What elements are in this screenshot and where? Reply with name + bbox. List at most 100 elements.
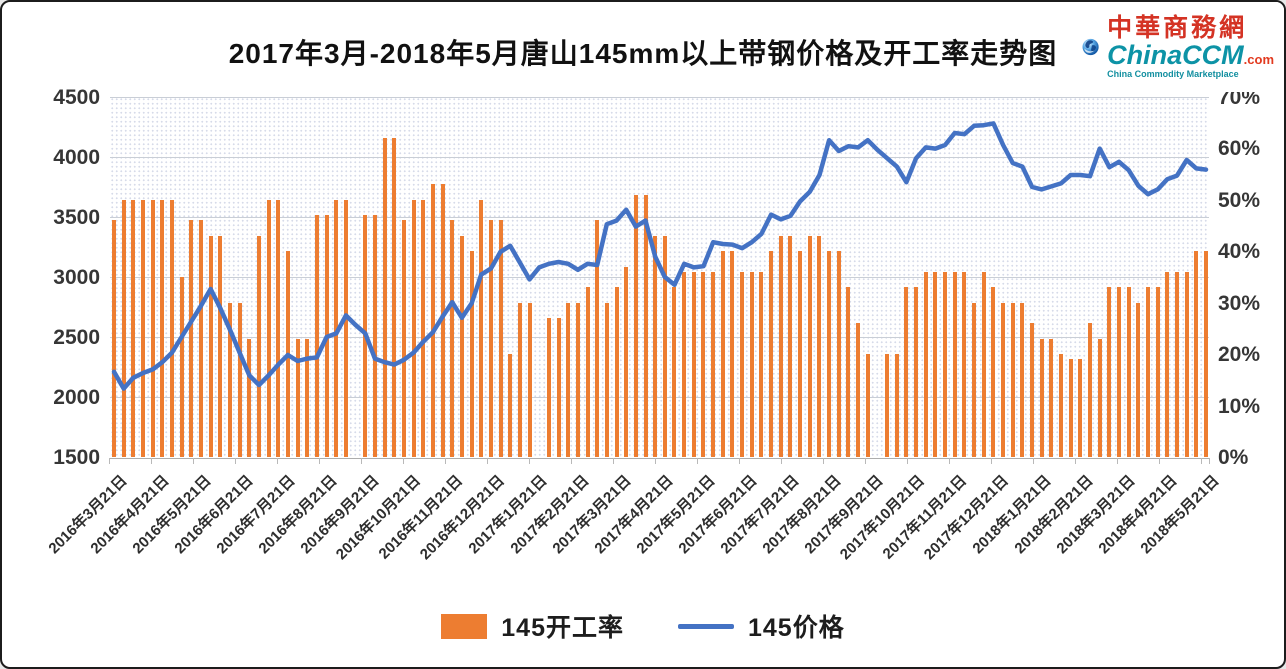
x-axis-tick [823,458,824,464]
rate-bar [1030,323,1035,457]
x-axis-tick [193,458,194,464]
rate-bar [546,318,551,457]
legend-bar-label: 145开工率 [501,614,624,642]
rate-bar [150,199,155,457]
rate-bar [1155,287,1160,457]
rate-bar [614,287,619,457]
rate-bar [691,271,696,457]
price-line [111,121,1209,391]
right-axis-tick: 10% [1218,394,1261,418]
rate-bar [1194,251,1199,457]
rate-bar [421,199,426,457]
rate-bar [643,194,648,457]
rate-bar [759,271,764,457]
rate-bar [566,302,571,457]
x-axis-tick [1159,458,1160,464]
rate-bar [121,199,126,457]
x-axis-tick [445,458,446,464]
rate-bar [276,199,281,457]
rate-bar [1059,354,1064,457]
rate-bar [198,220,203,457]
logo-en-main: ChinaCCM [1107,40,1244,71]
rate-bar [943,271,948,457]
gridline [110,217,1209,218]
rate-bar [778,235,783,457]
rate-bar [401,220,406,457]
rate-bar [469,251,474,457]
rate-bar [914,287,919,457]
chinaccm-logo: 中華商務網 ChinaCCM.com China Commodity Marke… [1076,2,1284,92]
rate-bar [769,251,774,457]
x-axis-tick [151,458,152,464]
rate-bar [846,287,851,457]
rate-bar [749,271,754,457]
rate-bar [981,271,986,457]
rate-bar [256,235,261,457]
x-axis-tick [781,458,782,464]
rate-bar [392,138,397,457]
legend: 145开工率 145价格 [2,608,1284,644]
rate-bar [179,277,184,457]
rate-bar [624,266,629,457]
rate-bar [952,271,957,457]
x-axis-tick [1201,458,1202,464]
rate-bar [595,220,600,457]
rate-bar [701,271,706,457]
rate-bar [1107,287,1112,457]
gridline [110,97,1209,98]
rate-bar [508,354,513,457]
left-axis-tick: 4000 [53,146,100,169]
rate-bar [827,251,832,457]
rate-bar [343,199,348,457]
x-axis-tick [739,458,740,464]
x-axis-tick [487,458,488,464]
rate-bar [962,271,967,457]
x-axis-tick [277,458,278,464]
rate-bar [604,302,609,457]
legend-bar-swatch [441,613,488,639]
rate-bar [459,235,464,457]
rate-bar [169,199,174,457]
x-axis-tick [1117,458,1118,464]
legend-line-swatch [678,623,734,629]
left-axis-tick: 4500 [53,86,100,109]
right-axis-tick: 60% [1218,137,1261,161]
rate-bar [1039,338,1044,457]
x-axis-tick [991,458,992,464]
rate-bar [372,215,377,457]
rate-bar [1117,287,1122,457]
rate-bar [479,199,484,457]
left-axis-tick: 3500 [53,206,100,229]
rate-bar [1126,287,1131,457]
rate-bar [1010,302,1015,457]
left-axis-tick: 2000 [53,386,100,409]
rate-bar [711,271,716,457]
gridline [110,337,1209,338]
rate-bar [682,271,687,457]
x-axis-tick [529,458,530,464]
x-axis-tick [655,458,656,464]
globe-icon [1082,38,1099,56]
rate-bar [382,138,387,457]
rate-bar [430,184,435,457]
rate-bar [131,199,136,457]
rate-bar [112,220,116,457]
rate-bar [527,302,532,457]
x-axis-tick [319,458,320,464]
rate-bar [160,199,165,457]
x-axis-tick [109,458,110,464]
rate-bar [247,338,252,457]
rate-bar [1165,271,1170,457]
rate-bar [662,235,667,457]
rate-bar [227,302,232,457]
logo-english-name: ChinaCCM.com [1107,41,1274,69]
rate-bar [1175,271,1179,457]
x-axis-tick [361,458,362,464]
right-axis-tick: 50% [1218,188,1261,212]
legend-line-label: 145价格 [748,614,845,642]
left-axis-tick: 3000 [53,266,100,289]
rate-bar [788,235,793,457]
x-axis-tick [613,458,614,464]
gridline [110,397,1209,398]
rate-bar [1097,338,1102,457]
